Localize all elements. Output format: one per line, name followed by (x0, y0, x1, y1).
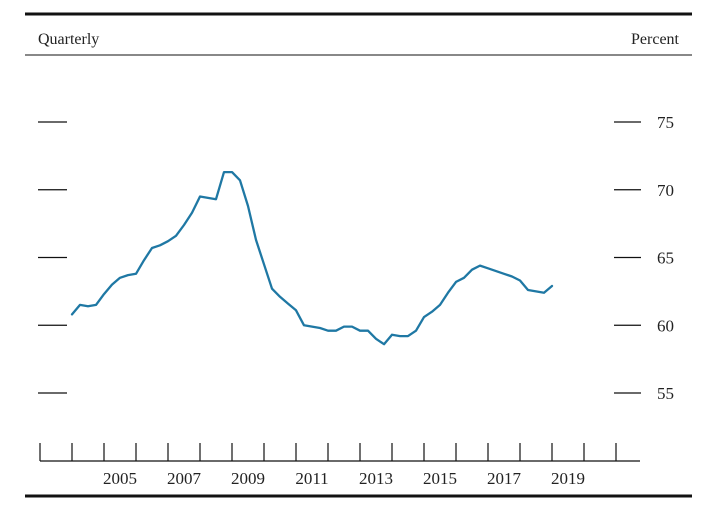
x-axis-ticks (39, 443, 617, 461)
x-tick-label-2019: 2019 (551, 469, 585, 488)
x-tick-label-2005: 2005 (103, 469, 137, 488)
y-axis-right: 55 60 65 70 75 (614, 113, 674, 403)
series-line-0 (70, 170, 554, 346)
x-tick-label-2009: 2009 (231, 469, 265, 488)
y-tick-label-70: 70 (657, 181, 674, 200)
x-tick-label-2011: 2011 (295, 469, 328, 488)
plot-area (70, 170, 554, 346)
frequency-label: Quarterly (38, 31, 99, 48)
unit-label: Percent (631, 31, 680, 48)
y-tick-label-75: 75 (657, 113, 674, 132)
y-tick-label-60: 60 (657, 316, 674, 335)
x-tick-label-2007: 2007 (167, 469, 202, 488)
x-tick-label-2015: 2015 (423, 469, 457, 488)
y-axis-left-ticks (38, 121, 67, 394)
x-tick-label-2013: 2013 (359, 469, 393, 488)
y-tick-label-55: 55 (657, 384, 674, 403)
y-tick-label-65: 65 (657, 249, 674, 268)
x-tick-label-2017: 2017 (487, 469, 522, 488)
x-axis-labels: 2005 2007 2009 2011 2013 2015 2017 2019 (103, 469, 585, 488)
